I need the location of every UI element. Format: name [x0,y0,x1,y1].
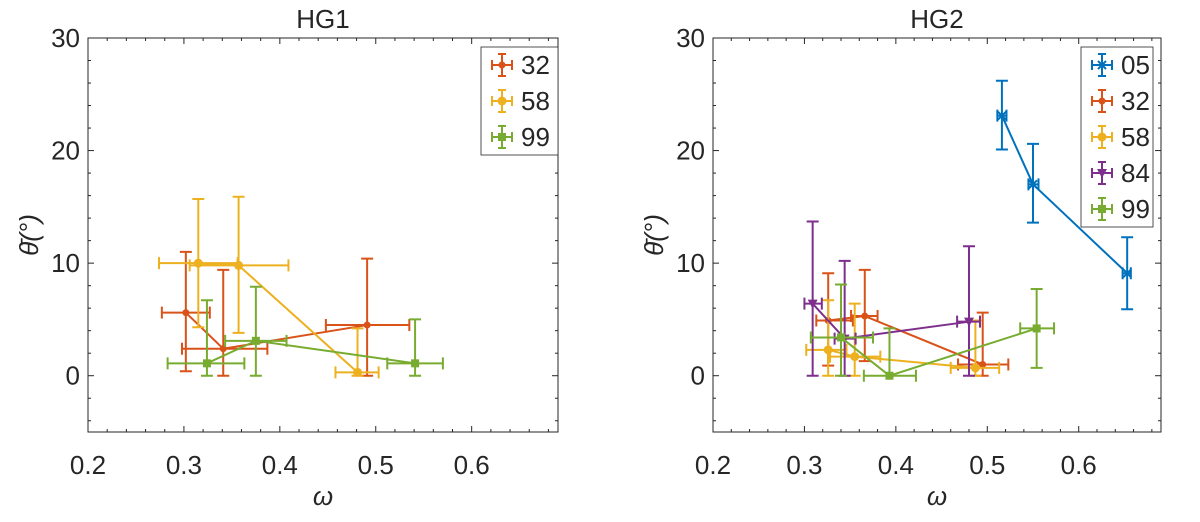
legend: 05 32 58 84 99 [1080,46,1154,228]
chart-title: HG1 [296,4,349,34]
series-58 [157,195,380,379]
data-point [957,311,1010,377]
marker-circle [823,345,833,355]
legend-item-84: 84 [1091,158,1150,188]
marker-circle [234,260,244,270]
data-point [324,257,411,377]
marker-triangle [807,299,818,309]
marker-dot [363,321,371,329]
legend-label: 99 [521,122,550,152]
marker-square [1032,324,1041,333]
marker-square [411,359,420,368]
marker-square [498,133,506,141]
marker-cross [1097,60,1107,70]
legend-item-32: 32 [491,50,550,80]
marker-square [837,333,845,342]
marker-circle [1097,132,1107,142]
legend-label: 32 [521,50,550,80]
data-point [850,268,879,363]
marker-circle [850,352,860,362]
chart-hg1: 0.2 0.3 0.4 0.5 0.6 0 10 20 30 HG1 ω θ̄(°) 32 58 99 [14,4,559,511]
legend-item-58: 58 [1091,122,1150,152]
chart-title: HG2 [910,4,963,34]
marker-dot [979,360,987,368]
x-tick-label: 0.4 [262,450,298,480]
marker-cross [1122,268,1132,278]
marker-circle [497,96,507,106]
marker-dot [219,345,227,353]
marker-cross [1028,179,1038,190]
data-point [803,220,823,377]
plot-area [87,37,559,433]
y-tick-label: 30 [51,23,80,53]
series-05 [995,79,1134,311]
marker-dot [861,312,869,320]
marker-cross [997,110,1007,121]
x-tick-label: 0.6 [454,450,490,480]
series-99 [166,285,444,377]
data-point [166,299,246,377]
legend-item-58: 58 [491,86,550,116]
x-axis-label: ω [927,481,947,511]
x-tick-label: 0.2 [70,450,106,480]
legend-item-99: 99 [1091,194,1150,224]
data-point [809,283,874,377]
data-point [386,318,444,377]
data-point [188,195,290,334]
x-tick-label: 0.5 [969,450,1005,480]
legend-item-99: 99 [491,122,550,152]
x-tick-label: 0.6 [1061,450,1097,480]
marker-dot [182,309,190,317]
legend-label: 58 [1121,122,1150,152]
y-tick-label: 0 [66,361,80,391]
data-point [1019,288,1056,369]
y-tick-label: 0 [691,361,705,391]
y-axis-label: θ̄(°) [14,214,44,256]
x-tick-label: 0.3 [786,450,822,480]
data-point [334,327,380,379]
y-axis-label: θ̄(°) [639,214,669,256]
legend-label: 05 [1121,50,1150,80]
x-tick-label: 0.4 [878,450,914,480]
marker-triangle [1097,169,1107,178]
y-tick-label: 10 [51,248,80,278]
x-tick-label: 0.3 [166,450,202,480]
x-tick-label: 0.5 [358,450,394,480]
marker-square [202,359,211,368]
marker-square [251,336,260,345]
marker-triangle [964,317,974,327]
legend-label: 58 [521,86,550,116]
marker-dot [498,61,506,69]
legend: 32 58 99 [480,46,559,156]
y-tick-label: 30 [676,23,705,53]
data-point [956,245,981,377]
marker-square [885,371,894,380]
y-tick-label: 10 [676,248,705,278]
marker-square [1098,205,1106,213]
x-axis-label: ω [313,481,333,511]
marker-dot [1098,97,1106,105]
data-point [1027,142,1040,224]
x-tick-label: 0.2 [695,450,731,480]
y-tick-label: 20 [51,136,80,166]
data-point [160,250,211,373]
y-tick-label: 20 [676,136,705,166]
legend-label: 84 [1121,158,1150,188]
legend-item-05: 05 [1091,50,1150,80]
series-99 [809,283,1056,382]
data-point [181,268,269,377]
legend-label: 99 [1121,194,1150,224]
legend-item-32: 32 [1091,86,1150,116]
marker-circle [353,367,363,377]
data-point [995,79,1008,151]
marker-circle [970,363,980,373]
legend-label: 32 [1121,86,1150,116]
data-point [862,327,917,382]
chart-hg2: 0.2 0.3 0.4 0.5 0.6 0 10 20 30 HG2 ω θ̄(°) 05 32 58 84 9… [639,4,1162,511]
data-point [1121,236,1134,311]
data-point [224,285,288,377]
